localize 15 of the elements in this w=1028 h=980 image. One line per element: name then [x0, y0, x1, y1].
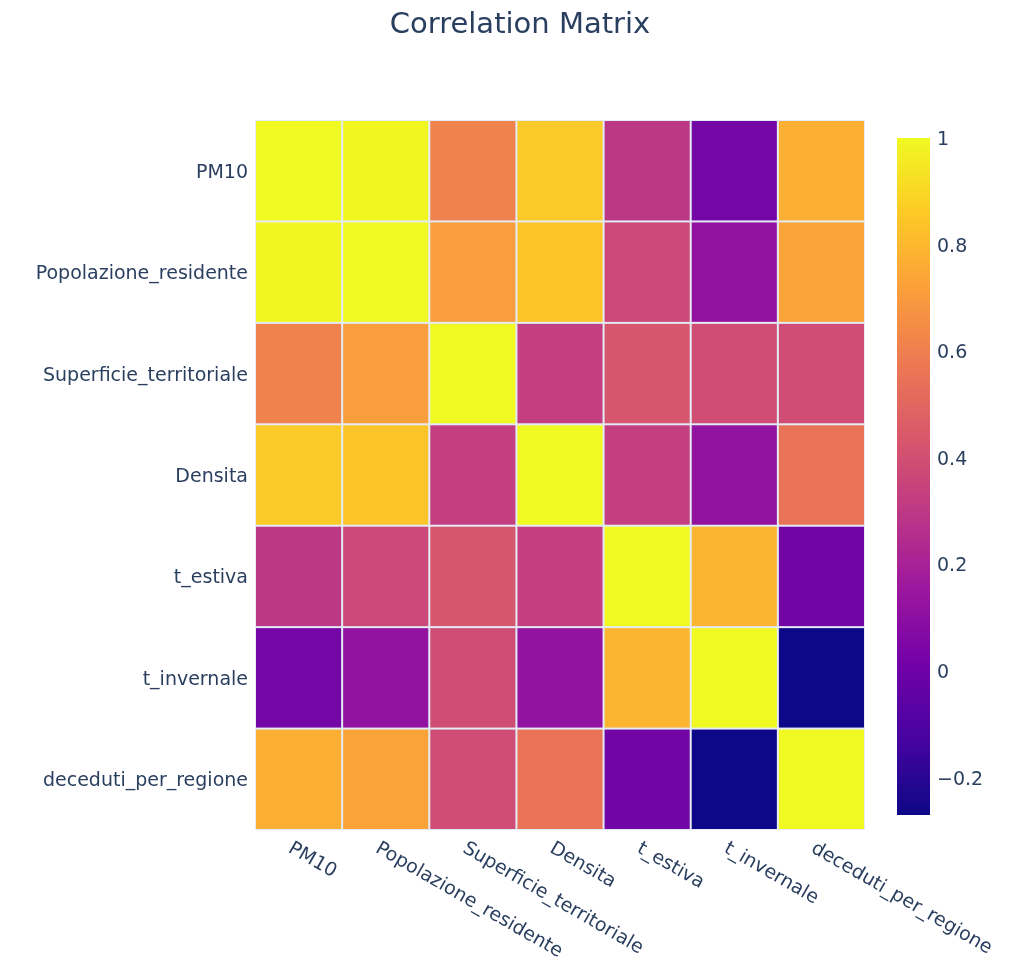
- color-bar-label: 0.2: [937, 553, 968, 576]
- y-tick-label: deceduti_per_regione: [42, 768, 248, 792]
- y-tick-label: t_estiva: [173, 565, 248, 589]
- y-tick-label: t_invernale: [142, 666, 248, 690]
- color-bar-label: 0: [937, 660, 950, 683]
- y-tick-label: Densita: [175, 464, 248, 486]
- chart-title: Correlation Matrix: [389, 6, 651, 40]
- color-bar-label: 1: [937, 127, 950, 149]
- color-bar-label: 0.8: [937, 233, 968, 256]
- y-tick-label: PM10: [195, 159, 248, 182]
- color-bar-label: 0.4: [937, 446, 968, 469]
- y-tick-label: Superficie_territoriale: [42, 362, 248, 386]
- color-bar-label: −0.2: [937, 766, 984, 789]
- y-tick-label: Popolazione_residente: [35, 261, 248, 285]
- color-bar-label: 0.6: [937, 340, 968, 363]
